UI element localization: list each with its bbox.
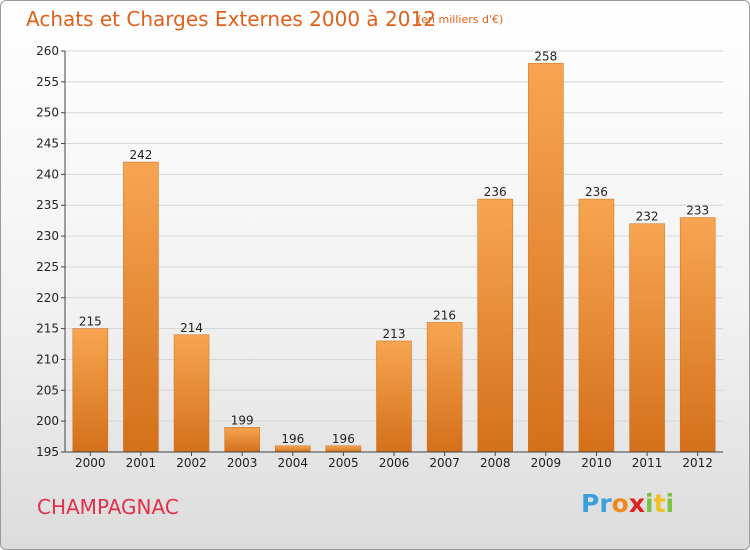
y-tick-label: 235: [36, 198, 59, 212]
bar: [376, 340, 412, 453]
y-tick-label: 260: [36, 44, 59, 58]
logo-letter: i: [645, 489, 654, 518]
y-tick-label: 250: [36, 106, 59, 120]
bar-value-label: 199: [231, 413, 254, 427]
y-tick-label: 240: [36, 167, 59, 181]
logo-letter: t: [653, 489, 666, 518]
logo-letter: P: [581, 489, 600, 518]
bar: [72, 328, 109, 453]
x-tick-label: 2006: [379, 456, 410, 470]
bar-value-label: 213: [383, 327, 406, 341]
bar-value-label: 236: [484, 185, 507, 199]
bar: [578, 198, 615, 453]
x-tick-label: 2000: [75, 456, 106, 470]
bars: [72, 63, 716, 453]
bar: [275, 445, 311, 453]
bar: [629, 223, 665, 453]
y-tick-label: 210: [36, 352, 59, 366]
x-tick-label: 2003: [227, 456, 258, 470]
bar-value-label: 215: [79, 315, 102, 329]
y-tick-label: 230: [36, 229, 59, 243]
axes: [61, 50, 723, 456]
logo-letter: o: [611, 489, 629, 518]
commune-name: CHAMPAGNAC: [37, 495, 179, 519]
y-tick-label: 245: [36, 137, 59, 151]
x-tick-label: 2009: [531, 456, 562, 470]
x-tick-label: 2008: [480, 456, 511, 470]
x-tick-label: 2011: [632, 456, 663, 470]
x-tick-label: 2012: [682, 456, 713, 470]
proxiti-logo: Proxiti: [581, 489, 674, 518]
bar-value-label: 196: [332, 432, 355, 446]
bar: [123, 161, 159, 453]
bar-value-label: 236: [585, 185, 608, 199]
bar: [477, 198, 513, 453]
logo-letter: r: [599, 489, 612, 518]
y-tick-label: 200: [36, 414, 59, 428]
y-tick-label: 225: [36, 260, 59, 274]
x-tick-label: 2005: [328, 456, 359, 470]
x-tick-label: 2004: [277, 456, 308, 470]
x-tick-label: 2007: [429, 456, 460, 470]
bar-value-label: 232: [636, 210, 659, 224]
y-tick-label: 195: [36, 445, 59, 459]
x-tick-label: 2002: [176, 456, 207, 470]
y-tick-label: 255: [36, 75, 59, 89]
bar: [528, 63, 564, 453]
bar-value-label: 258: [534, 49, 557, 63]
labels: 195 200 205 210 215 220 225 230 235 240 245 250 255 2…: [36, 44, 713, 470]
chart-title: Achats et Charges Externes 2000 à 2012: [26, 7, 436, 31]
y-tick-label: 220: [36, 291, 59, 305]
bar: [325, 445, 362, 453]
bar: [426, 322, 463, 453]
bar-value-label: 214: [180, 321, 203, 335]
bar: [173, 334, 210, 453]
logo-letter: i: [665, 489, 675, 518]
y-tick-label: 215: [36, 322, 59, 336]
x-tick-label: 2010: [581, 456, 612, 470]
bar-value-label: 216: [433, 308, 456, 322]
bar: [679, 217, 716, 453]
bar: [224, 427, 260, 453]
logo-letter: x: [628, 489, 645, 518]
bar-value-label: 233: [686, 204, 709, 218]
x-tick-label: 2001: [126, 456, 157, 470]
bar-value-label: 196: [281, 432, 304, 446]
y-tick-label: 205: [36, 383, 59, 397]
chart-subtitle: (en milliers d'€): [417, 13, 504, 26]
bar-value-label: 242: [129, 148, 152, 162]
